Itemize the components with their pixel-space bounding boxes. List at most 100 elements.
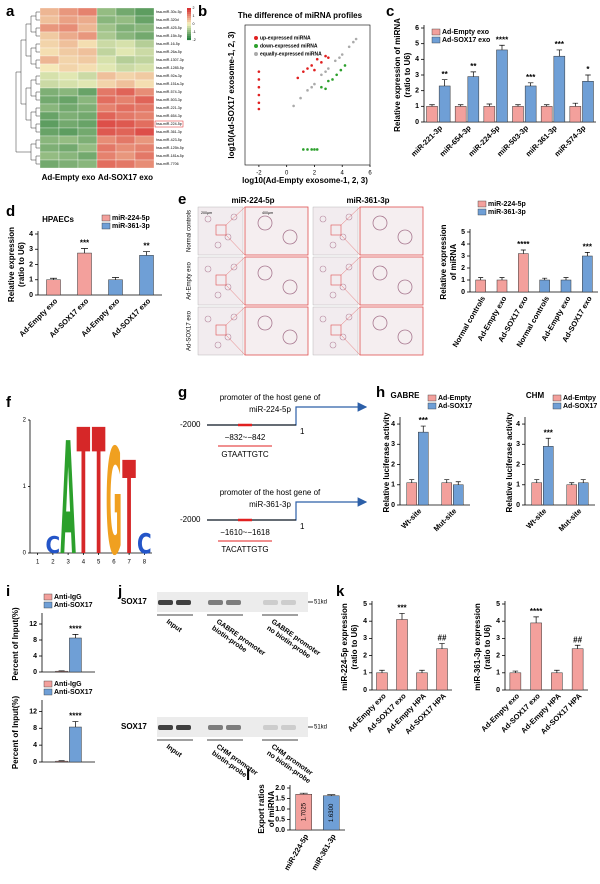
bar: [418, 431, 429, 506]
heatmap-cell: [96, 159, 117, 169]
y-tick-label: 0: [415, 119, 419, 126]
scale-bar: 400μm: [262, 211, 273, 215]
y-axis-label: Relative luciferase activity: [382, 412, 391, 513]
heatmap-cell: [96, 87, 117, 97]
heatmap-cell: [39, 127, 60, 137]
heatmap-cell: [134, 127, 155, 137]
heatmap-cell: [115, 23, 136, 33]
significance: ***: [555, 40, 565, 49]
legend-label: Anti-SOX17: [54, 689, 93, 696]
heatmap-cell: [134, 151, 155, 161]
legend-label: Anti-IgG: [54, 594, 82, 601]
micrograph-zoom: [359, 306, 424, 356]
micrograph: [312, 256, 359, 306]
heatmap-cell: [134, 79, 155, 89]
point: [352, 40, 355, 44]
bar: [496, 49, 508, 123]
heatmap-cell: [134, 7, 155, 17]
bar: [475, 279, 486, 293]
y-tick-label: 4: [516, 421, 520, 428]
x-tick-label: Wt-site: [524, 506, 548, 530]
colorbar-tick-label: 1: [193, 14, 195, 18]
heatmap-cell: [77, 39, 98, 49]
x-tick-label: 2: [51, 560, 55, 566]
error-bar: [457, 104, 464, 107]
legend-label: Ad-Emtpy: [563, 395, 596, 402]
micrograph: [197, 306, 244, 356]
micrograph: [197, 256, 244, 306]
heatmap-cell: [134, 15, 155, 25]
heatmap-cell: [39, 47, 60, 57]
point: [339, 68, 343, 72]
heatmap-cell: [115, 55, 136, 65]
value-label: 1.6300: [329, 803, 335, 822]
error-bar: [569, 482, 575, 485]
bar: [396, 619, 408, 691]
zoom-lines: [225, 256, 246, 306]
heatmap-cell: [115, 71, 136, 81]
heatmap-cell: [77, 23, 98, 33]
error-bar: [533, 616, 539, 623]
bar: [578, 482, 589, 506]
y-tick-label: 3: [496, 635, 500, 642]
error-bar: [72, 721, 79, 728]
y-tick-label: 4: [33, 653, 37, 660]
zoom-box: [330, 224, 342, 236]
point: [347, 45, 351, 49]
heatmap-cell: [39, 111, 60, 121]
bar: [416, 672, 428, 691]
y-tick-label: 5: [415, 41, 419, 48]
heatmap-cell: [134, 39, 155, 49]
error-bar: [327, 794, 336, 796]
heatmap-cell: [77, 151, 98, 161]
column-label: Ad-SOX17 exo: [98, 173, 153, 182]
heatmap-cell: [134, 95, 155, 105]
y-axis-label: (ratio to U6): [483, 624, 492, 669]
point: [306, 67, 309, 70]
heatmap-cell: [96, 151, 117, 161]
colorbar-tick-label: 2: [193, 6, 195, 10]
error-bar: [584, 252, 590, 256]
row-label: hsa-miR-7706: [156, 162, 179, 166]
heatmap-cell: [77, 87, 98, 97]
heatmap-cell: [58, 55, 79, 65]
legend-swatch: [43, 688, 53, 696]
x-tick-label: 7: [127, 560, 131, 566]
legend-label: Anti-SOX17: [54, 602, 93, 609]
heatmap-cell: [77, 31, 98, 41]
x-tick-label: 3: [66, 560, 70, 566]
heatmap-cell: [96, 127, 117, 137]
point: [299, 96, 302, 100]
motif-letter: A: [60, 411, 75, 591]
micrograph-zoom: [359, 256, 424, 306]
y-tick-label: 3: [391, 441, 395, 448]
blot-band: [208, 600, 223, 605]
zoom-box: [215, 274, 227, 286]
y-axis-label: log10(Ad-SOX17 exosome-1, 2, 3): [227, 31, 236, 158]
x-tick-label: 6: [112, 560, 116, 566]
vessel: [204, 315, 212, 323]
heatmap-cell: [39, 55, 60, 65]
vessel: [319, 315, 327, 323]
heatmap-cell: [115, 31, 136, 41]
blot-band: [208, 725, 223, 730]
heatmap-cell: [115, 143, 136, 153]
heatmap-cell: [39, 7, 60, 17]
legend-swatch: [427, 394, 437, 402]
heatmap-cell: [134, 111, 155, 121]
bar: [543, 446, 554, 506]
heatmap-cell: [96, 111, 117, 121]
bar: [426, 106, 438, 123]
vessel: [204, 215, 212, 223]
legend-swatch: [552, 402, 562, 410]
row-label: hsa-miR-1307-3p: [156, 58, 184, 62]
heatmap-cell: [96, 135, 117, 145]
point: [313, 148, 316, 151]
y-tick-label: 1: [23, 484, 27, 490]
x-tick-label: 8: [143, 560, 147, 566]
vessel: [345, 263, 353, 271]
bar: [46, 279, 61, 296]
error-bar: [572, 102, 579, 107]
heatmap-cell: [58, 31, 79, 41]
x-axis-label: log10(Ad-Empty exosome-1, 2, 3): [242, 176, 368, 185]
